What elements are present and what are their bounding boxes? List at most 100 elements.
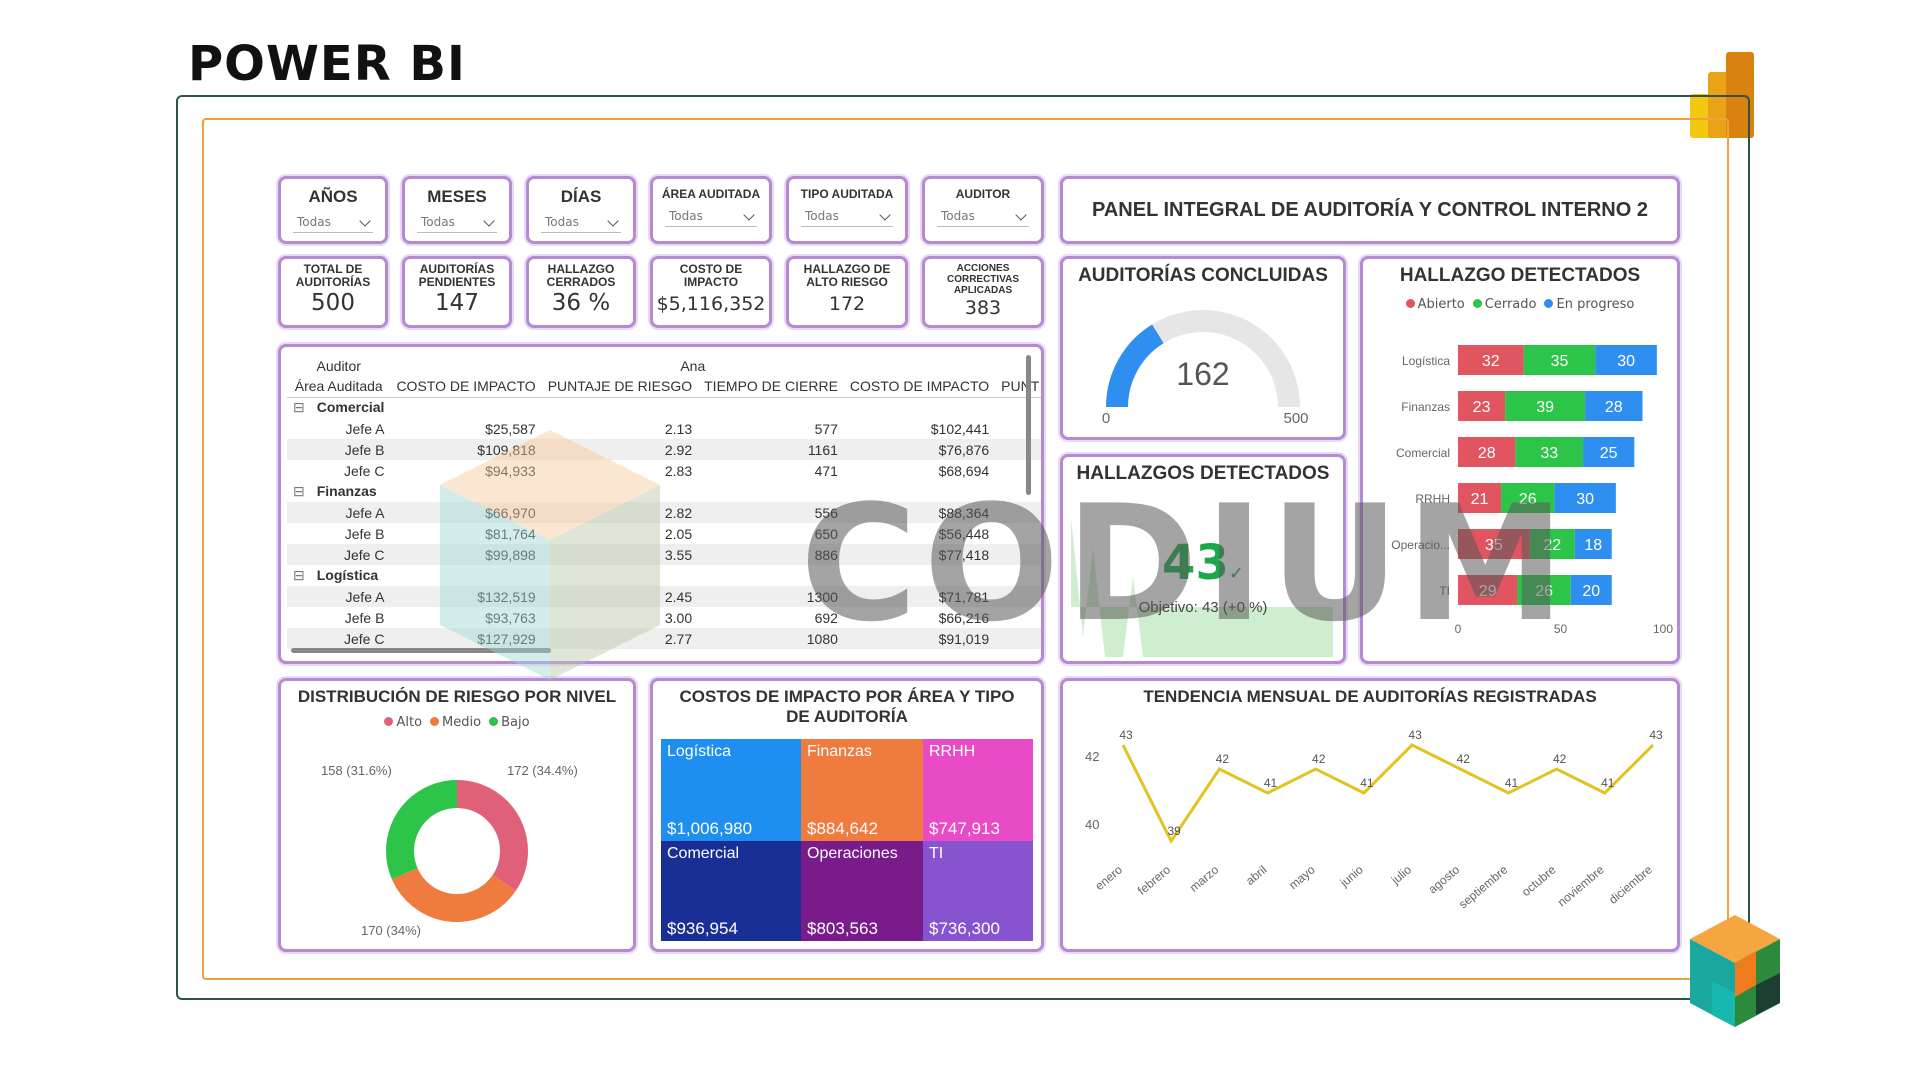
- kpi-total-auditorias: TOTAL DE AUDITORÍAS 500: [278, 256, 388, 328]
- slicer-dropdown[interactable]: Todas: [541, 215, 621, 233]
- kpi-label: AUDITORÍAS PENDIENTES: [418, 262, 496, 289]
- legend-item[interactable]: Abierto: [1405, 297, 1465, 312]
- legend-item[interactable]: Alto: [384, 715, 422, 730]
- slicer-title: MESES: [427, 187, 487, 206]
- table-row: Jefe B $93,763 3.00 692 $66,216: [287, 607, 1041, 628]
- cell: $94,933: [390, 460, 541, 481]
- matrix-group-row[interactable]: ⊟ Finanzas: [287, 481, 1041, 502]
- bar-segment[interactable]: [1458, 345, 1524, 375]
- donut-slice[interactable]: [386, 780, 528, 922]
- gauge-title: AUDITORÍAS CONCLUIDAS: [1078, 265, 1328, 286]
- treemap-cell-operaciones[interactable]: Operaciones $803,563: [801, 841, 923, 941]
- slicer-area-auditada[interactable]: ÁREA AUDITADA Todas: [650, 176, 772, 244]
- treemap-cell-finanzas[interactable]: Finanzas $884,642: [801, 739, 923, 841]
- matrix-col-header[interactable]: PUNTAJE DE RIESGO: [547, 378, 693, 395]
- treemap-cell-logistica[interactable]: Logística $1,006,980: [661, 739, 801, 841]
- treemap-cell-rrhh[interactable]: RRHH $747,913: [923, 739, 1033, 841]
- cell: 556: [814, 504, 838, 521]
- slicer-meses[interactable]: MESES Todas: [402, 176, 512, 244]
- matrix-col-header[interactable]: COSTO DE IMPACTO: [849, 378, 990, 395]
- x-tick-label: septiembre: [1456, 862, 1511, 911]
- bar-data-label: 35: [1551, 353, 1569, 370]
- slicer-tipo-auditada[interactable]: TIPO AUDITADA Todas: [786, 176, 908, 244]
- row-label: Jefe C: [343, 462, 385, 479]
- legend-dot-icon: [1405, 299, 1415, 308]
- legend-item[interactable]: Bajo: [489, 715, 530, 730]
- gauge-value: 162: [1176, 356, 1229, 392]
- hallazgos-kpi-card: HALLAZGOS DETECTADOS 43✓ Objetivo: 43 (+…: [1060, 454, 1346, 664]
- slicer-dropdown[interactable]: Todas: [801, 209, 893, 227]
- slicer-value: Todas: [297, 215, 331, 229]
- bar-segment[interactable]: [1458, 575, 1518, 605]
- bar-segment[interactable]: [1517, 575, 1571, 605]
- matrix-group-row[interactable]: ⊟ Logística: [287, 565, 1041, 586]
- bar-segment[interactable]: [1515, 437, 1584, 467]
- kpi-acciones-correctivas: ACCIONES CORRECTIVAS APLICADAS 383: [922, 256, 1044, 328]
- bar-segment[interactable]: [1501, 483, 1555, 513]
- collapse-icon[interactable]: ⊟: [293, 399, 305, 416]
- donut-label-bajo: 158 (31.6%): [321, 763, 392, 778]
- slicer-dropdown[interactable]: Todas: [417, 215, 497, 233]
- donut-chart: 158 (31.6%) 172 (34.4%) 170 (34%): [321, 763, 578, 938]
- bar-data-label: 28: [1478, 445, 1496, 462]
- matrix-group-row[interactable]: ⊟ Comercial: [287, 397, 1041, 418]
- bar-segment[interactable]: [1570, 575, 1612, 605]
- kpi-value: 500: [311, 290, 355, 316]
- table-row: Jefe B $81,764 2.05 650 $56,448: [287, 523, 1041, 544]
- slicer-dropdown[interactable]: Todas: [937, 209, 1029, 227]
- dashboard-title-card: PANEL INTEGRAL DE AUDITORÍA Y CONTROL IN…: [1060, 176, 1680, 244]
- audit-matrix[interactable]: Auditor Ana Área Auditada COSTO DE IMPAC…: [278, 344, 1044, 664]
- bar-segment[interactable]: [1458, 483, 1502, 513]
- kpi-label: ACCIONES CORRECTIVAS APLICADAS: [946, 263, 1020, 296]
- legend-item[interactable]: En progreso: [1544, 297, 1634, 312]
- bar-segment[interactable]: [1458, 437, 1516, 467]
- treemap-cell-ti[interactable]: TI $736,300: [923, 841, 1033, 941]
- matrix-col-header[interactable]: COSTO DE IMPACTO: [396, 378, 536, 395]
- x-tick-label: febrero: [1135, 862, 1173, 897]
- vertical-scrollbar[interactable]: [1026, 355, 1031, 495]
- kpi-card-value: 43✓: [1063, 535, 1343, 591]
- x-tick-label: octubre: [1519, 862, 1559, 899]
- treemap-cell-comercial[interactable]: Comercial $936,954: [661, 841, 801, 941]
- cell: $25,587: [485, 420, 536, 437]
- slicer-auditor[interactable]: AUDITOR Todas: [922, 176, 1044, 244]
- legend-item[interactable]: Medio: [430, 715, 481, 730]
- slicer-anios[interactable]: AÑOS Todas: [278, 176, 388, 244]
- cell: $68,694: [938, 462, 990, 479]
- dashboard-title: PANEL INTEGRAL DE AUDITORÍA Y CONTROL IN…: [1092, 198, 1648, 221]
- bar-segment[interactable]: [1583, 437, 1635, 467]
- bar-segment[interactable]: [1523, 345, 1596, 375]
- slicer-dropdown[interactable]: Todas: [665, 209, 757, 227]
- bar-segment[interactable]: [1554, 483, 1616, 513]
- bar-segment[interactable]: [1574, 529, 1612, 559]
- bar-segment[interactable]: [1458, 529, 1530, 559]
- legend-label: Alto: [396, 715, 423, 730]
- horizontal-scrollbar[interactable]: [291, 648, 551, 653]
- bar-segment[interactable]: [1585, 391, 1643, 421]
- x-tick-label: enero: [1092, 862, 1125, 893]
- kpi-label: HALLAZGO CERRADOS: [546, 262, 616, 289]
- slicer-dias[interactable]: DÍAS Todas: [526, 176, 636, 244]
- collapse-icon[interactable]: ⊟: [293, 567, 305, 583]
- x-tick-label: 0: [1455, 622, 1462, 636]
- donut-slice[interactable]: [386, 780, 528, 922]
- legend-item[interactable]: Cerrado: [1472, 297, 1536, 312]
- donut-title: DISTRIBUCIÓN DE RIESGO POR NIVEL: [297, 687, 617, 706]
- matrix-row-header-2: Área Auditada: [294, 378, 383, 395]
- slicer-dropdown[interactable]: Todas: [293, 215, 373, 233]
- table-row: Jefe C $127,929 2.77 1080 $91,019: [287, 628, 1041, 649]
- cell: 2.82: [664, 504, 693, 521]
- line-series[interactable]: [1121, 743, 1655, 844]
- matrix-col-header[interactable]: TIEMPO DE CIERRE: [704, 378, 838, 395]
- x-tick-label: junio: [1337, 862, 1366, 890]
- x-tick-label: marzo: [1187, 862, 1222, 894]
- bar-segment[interactable]: [1505, 391, 1586, 421]
- collapse-icon[interactable]: ⊟: [293, 483, 305, 499]
- x-tick-label: julio: [1388, 862, 1414, 887]
- bar-segment[interactable]: [1529, 529, 1575, 559]
- bar-segment[interactable]: [1458, 391, 1506, 421]
- matrix-col-header[interactable]: PUNT: [1001, 378, 1040, 395]
- bar-segment[interactable]: [1595, 345, 1657, 375]
- table-row: Jefe A $25,587 2.13 577 $102,441: [287, 418, 1041, 439]
- slicer-value: Todas: [941, 209, 975, 223]
